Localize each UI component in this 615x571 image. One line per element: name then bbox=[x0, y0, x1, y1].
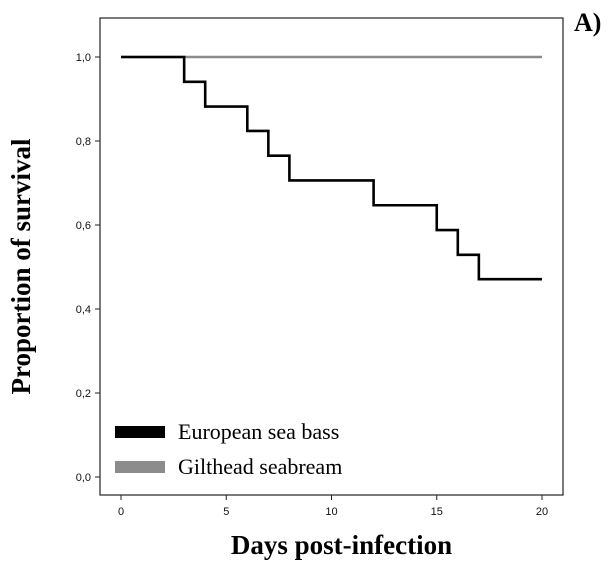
x-tick-label: 20 bbox=[536, 506, 548, 518]
x-tick-label: 5 bbox=[223, 506, 229, 518]
x-tick-label: 15 bbox=[431, 506, 443, 518]
legend-swatch bbox=[115, 461, 165, 473]
legend-label: European sea bass bbox=[178, 419, 339, 444]
x-axis-title: Days post-infection bbox=[231, 530, 452, 560]
legend-label: Gilthead seabream bbox=[178, 454, 342, 479]
y-tick-label: 0,2 bbox=[76, 388, 91, 400]
panel-label: A) bbox=[574, 8, 602, 37]
y-tick-label: 0,0 bbox=[76, 472, 91, 484]
x-tick-label: 10 bbox=[325, 506, 337, 518]
sea-bass-curve bbox=[121, 55, 542, 281]
x-tick-label: 0 bbox=[118, 506, 124, 518]
y-axis-title: Proportion of survival bbox=[6, 138, 36, 394]
y-tick-label: 0,8 bbox=[76, 136, 91, 148]
y-tick-label: 0,6 bbox=[76, 220, 91, 232]
y-tick-label: 1,0 bbox=[76, 52, 91, 64]
legend-swatch bbox=[115, 426, 165, 438]
y-tick-label: 0,4 bbox=[76, 304, 91, 316]
